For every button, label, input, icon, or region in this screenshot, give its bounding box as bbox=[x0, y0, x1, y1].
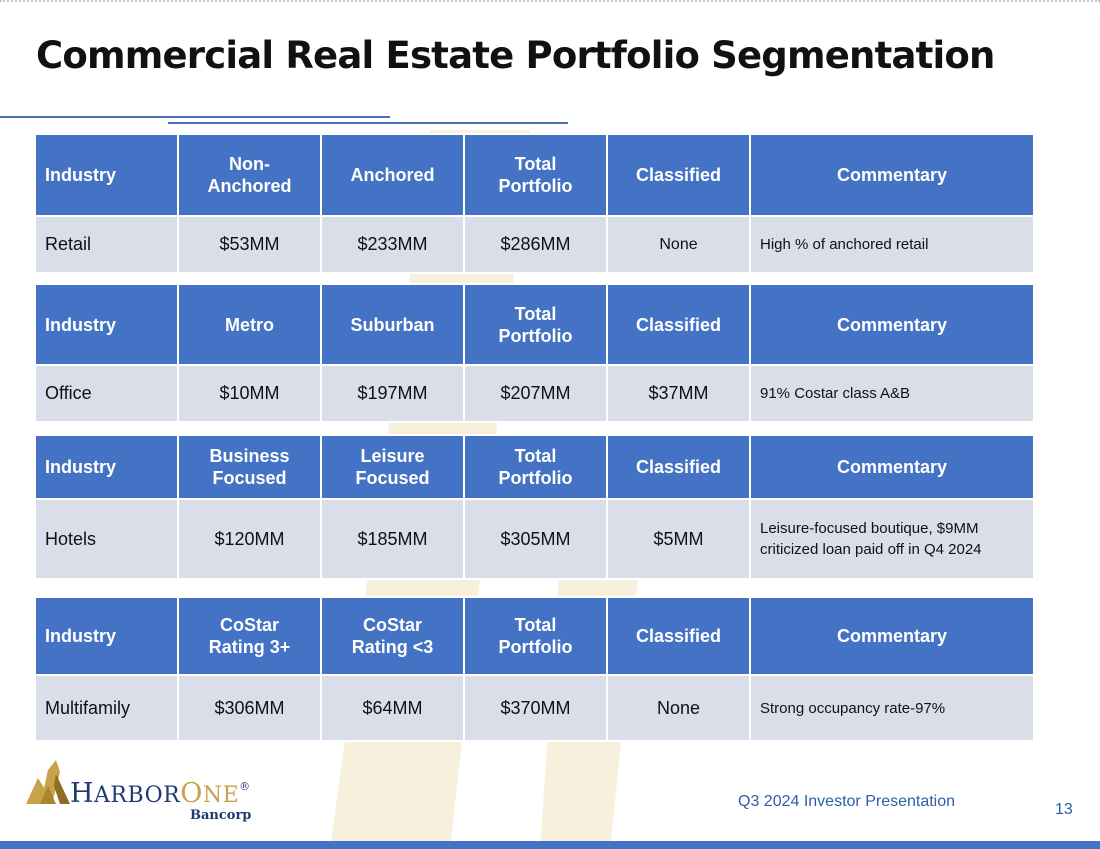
header-industry: Industry bbox=[34, 434, 179, 500]
header-suburban: Suburban bbox=[320, 283, 465, 366]
header-total-line1: Total bbox=[514, 303, 557, 324]
header-total-portfolio: Total Portfolio bbox=[463, 596, 608, 676]
header-total-line2: Portfolio bbox=[498, 325, 573, 346]
cell-metro: $10MM bbox=[177, 364, 322, 423]
header-costar-3plus: CoStar Rating 3+ bbox=[177, 596, 322, 676]
header-industry: Industry bbox=[34, 133, 179, 217]
header-commentary: Commentary bbox=[749, 434, 1035, 500]
cell-commentary: High % of anchored retail bbox=[749, 215, 1035, 274]
logo-wordmark: HARBORONE® bbox=[70, 778, 251, 809]
cell-classified: None bbox=[606, 215, 751, 274]
header-commentary: Commentary bbox=[749, 133, 1035, 217]
header-business-line1: Business bbox=[209, 446, 290, 466]
office-table: Industry Metro Suburban Total Portfolio C… bbox=[34, 283, 1035, 423]
cell-commentary: 91% Costar class A&B bbox=[749, 364, 1035, 423]
cell-non-anchored: $53MM bbox=[177, 215, 322, 274]
logo-ne: NE bbox=[202, 783, 240, 808]
header-classified: Classified bbox=[606, 133, 751, 217]
logo-arbor: ARBOR bbox=[94, 783, 181, 808]
logo-o: O bbox=[180, 778, 203, 809]
cell-classified: $5MM bbox=[606, 498, 751, 580]
header-commentary: Commentary bbox=[749, 283, 1035, 366]
header-non-anchored: Non- Anchored bbox=[177, 133, 322, 217]
header-costar-below3: CoStar Rating <3 bbox=[320, 596, 465, 676]
header-business-focused: Business Focused bbox=[177, 434, 322, 500]
header-costar-below3-line2: Rating <3 bbox=[351, 637, 434, 657]
header-classified: Classified bbox=[606, 283, 751, 366]
header-leisure-line2: Focused bbox=[355, 468, 430, 488]
header-total-portfolio: Total Portfolio bbox=[463, 133, 608, 217]
header-costar-below3-line1: CoStar bbox=[362, 615, 422, 635]
cell-industry: Office bbox=[34, 364, 179, 423]
header-classified: Classified bbox=[606, 434, 751, 500]
cell-classified: $37MM bbox=[606, 364, 751, 423]
cell-industry: Retail bbox=[34, 215, 179, 274]
cell-total-portfolio: $370MM bbox=[463, 674, 608, 742]
retail-table: Industry Non- Anchored Anchored Total Port… bbox=[34, 133, 1035, 274]
header-business-line2: Focused bbox=[212, 468, 287, 488]
header-leisure-focused: Leisure Focused bbox=[320, 434, 465, 500]
commentary-line1: Leisure-focused boutique, $9MM bbox=[760, 520, 979, 537]
header-industry: Industry bbox=[34, 596, 179, 676]
commentary-line2: criticized loan paid off in Q4 2024 bbox=[760, 541, 982, 558]
header-non-anchored-line1: Non- bbox=[229, 154, 270, 174]
footer-bar bbox=[0, 841, 1100, 849]
cell-industry: Multifamily bbox=[34, 674, 179, 742]
cell-anchored: $233MM bbox=[320, 215, 465, 274]
cell-commentary: Strong occupancy rate-97% bbox=[749, 674, 1035, 742]
table-row: Office $10MM $197MM $207MM $37MM 91% Cos… bbox=[34, 364, 1035, 423]
title-underline-secondary bbox=[168, 122, 568, 124]
header-non-anchored-line2: Anchored bbox=[207, 176, 292, 196]
cell-costar-below3: $64MM bbox=[320, 674, 465, 742]
table-row: Retail $53MM $233MM $286MM None High % o… bbox=[34, 215, 1035, 274]
cell-commentary: Leisure-focused boutique, $9MM criticized… bbox=[749, 498, 1035, 580]
header-commentary: Commentary bbox=[749, 596, 1035, 676]
header-total-line2: Portfolio bbox=[498, 176, 573, 196]
table-header-row: Industry Non- Anchored Anchored Total Port… bbox=[34, 133, 1035, 217]
cell-suburban: $197MM bbox=[320, 364, 465, 423]
table-header-row: Industry Metro Suburban Total Portfolio C… bbox=[34, 283, 1035, 366]
footer-presentation-title: Q3 2024 Investor Presentation bbox=[738, 793, 956, 810]
hotels-table: Industry Business Focused Leisure Focused … bbox=[34, 434, 1035, 580]
logo-registered-mark: ® bbox=[239, 780, 251, 793]
top-dotted-border bbox=[0, 0, 1100, 2]
cell-industry: Hotels bbox=[34, 498, 179, 580]
cell-business-focused: $120MM bbox=[177, 498, 322, 580]
logo-h: H bbox=[70, 778, 95, 809]
header-anchored: Anchored bbox=[320, 133, 465, 217]
header-total-line1: Total bbox=[514, 154, 557, 174]
header-total-line1: Total bbox=[514, 615, 557, 635]
cell-leisure-focused: $185MM bbox=[320, 498, 465, 580]
header-classified: Classified bbox=[606, 596, 751, 676]
table-header-row: Industry Business Focused Leisure Focused … bbox=[34, 434, 1035, 500]
cell-classified: None bbox=[606, 674, 751, 742]
harborone-logo-icon bbox=[26, 760, 70, 804]
cell-costar-3plus: $306MM bbox=[177, 674, 322, 742]
header-total-portfolio: Total Portfolio bbox=[463, 434, 608, 500]
header-costar-3plus-line1: CoStar bbox=[219, 615, 279, 635]
header-total-line2: Portfolio bbox=[498, 637, 573, 657]
header-total-line2: Portfolio bbox=[498, 468, 573, 488]
cell-total-portfolio: $305MM bbox=[463, 498, 608, 580]
cell-total-portfolio: $207MM bbox=[463, 364, 608, 423]
title-underline bbox=[0, 116, 390, 118]
header-total-portfolio: Total Portfolio bbox=[463, 283, 608, 366]
table-row: Hotels $120MM $185MM $305MM $5MM Leisure… bbox=[34, 498, 1035, 580]
logo-bancorp: Bancorp bbox=[190, 808, 252, 823]
header-costar-3plus-line2: Rating 3+ bbox=[208, 637, 291, 657]
multifamily-table: Industry CoStar Rating 3+ CoStar Rating <3… bbox=[34, 596, 1035, 742]
cell-total-portfolio: $286MM bbox=[463, 215, 608, 274]
header-metro: Metro bbox=[177, 283, 322, 366]
table-header-row: Industry CoStar Rating 3+ CoStar Rating <3… bbox=[34, 596, 1035, 676]
header-leisure-line1: Leisure bbox=[360, 446, 425, 466]
slide-title: Commercial Real Estate Portfolio Segment… bbox=[36, 34, 995, 77]
header-total-line1: Total bbox=[514, 446, 557, 466]
page-number: 13 bbox=[1055, 801, 1073, 818]
header-industry: Industry bbox=[34, 283, 179, 366]
table-row: Multifamily $306MM $64MM $370MM None Str… bbox=[34, 674, 1035, 742]
